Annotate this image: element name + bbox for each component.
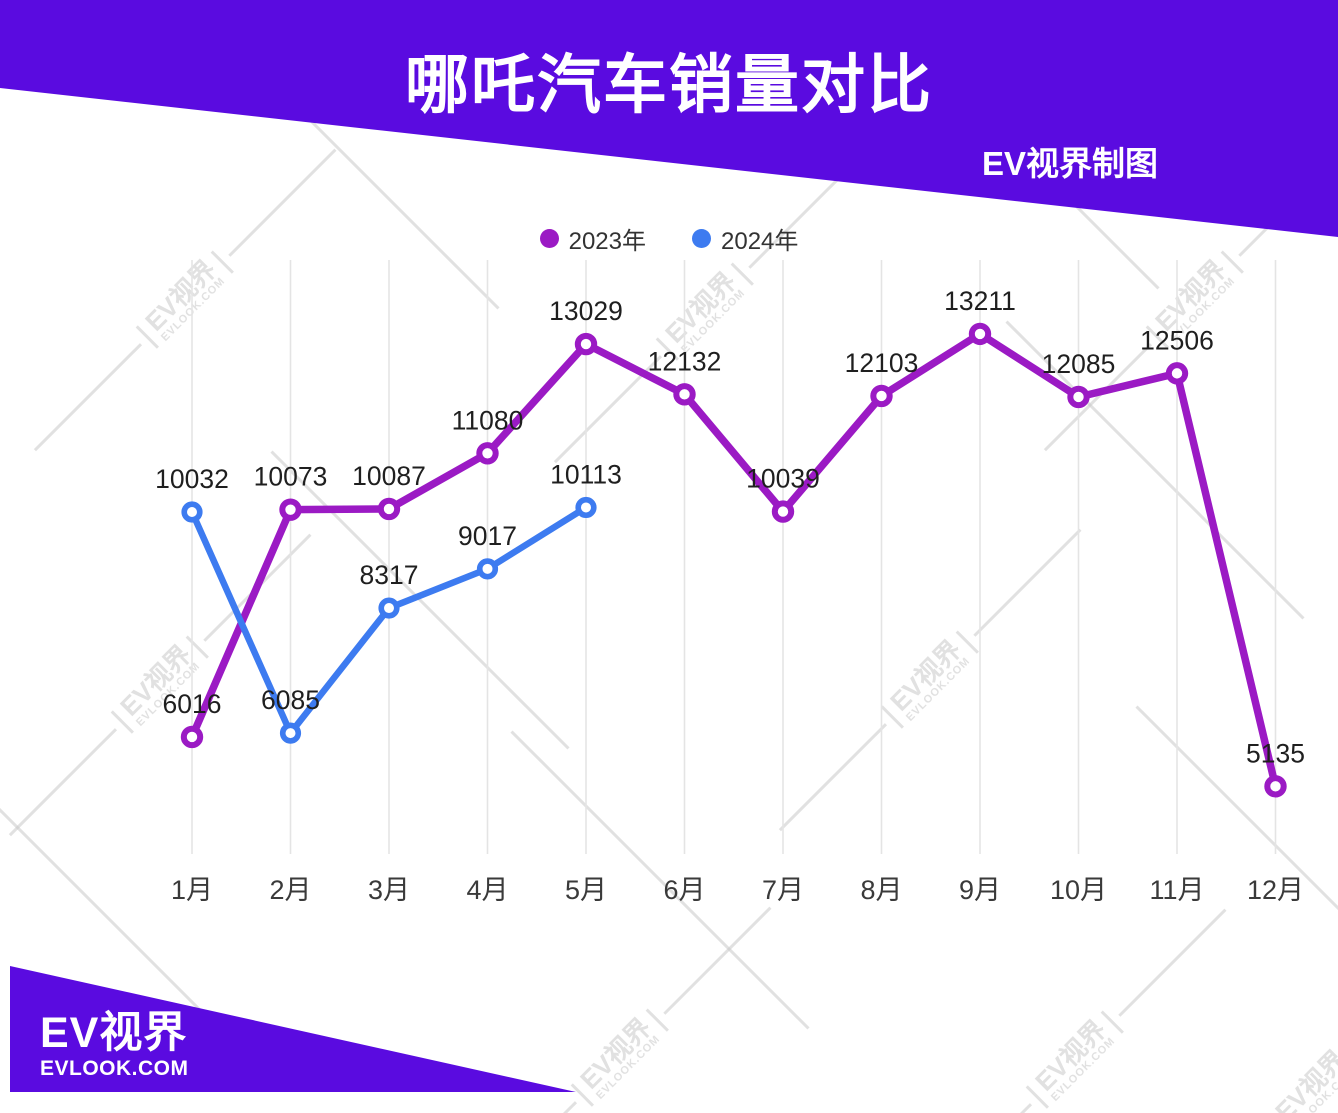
x-axis-label: 11月 — [1149, 875, 1204, 905]
data-label: 6016 — [163, 689, 222, 719]
data-point-2023年 — [771, 500, 795, 523]
data-point-2023年 — [1165, 362, 1189, 385]
data-point-2024年 — [378, 597, 400, 619]
data-label: 10073 — [254, 462, 328, 492]
data-point-2024年 — [279, 722, 302, 744]
data-label: 11080 — [452, 405, 524, 435]
data-label: 10039 — [746, 464, 820, 494]
data-label: 10087 — [352, 461, 426, 491]
legend-dot-icon — [692, 229, 711, 248]
data-point-2023年 — [574, 332, 598, 356]
data-label: 10113 — [550, 459, 622, 489]
data-point-2023年 — [968, 322, 992, 346]
x-axis-label: 12月 — [1247, 875, 1304, 905]
data-point-2023年 — [1067, 385, 1090, 409]
data-label: 13029 — [549, 296, 623, 326]
x-axis-label: 2月 — [269, 875, 311, 905]
data-label: 12103 — [845, 348, 919, 378]
page-title: 哪吒汽车销量对比 — [405, 49, 933, 121]
legend-label: 2024年 — [721, 228, 799, 255]
data-label: 12506 — [1140, 325, 1214, 355]
x-axis-label: 9月 — [959, 875, 1001, 905]
brand-logo-text: EV视界 — [40, 1009, 188, 1057]
data-label: 8317 — [360, 560, 419, 590]
data-point-2024年 — [476, 558, 499, 580]
data-point-2023年 — [1264, 775, 1287, 798]
x-axis-label: 6月 — [663, 875, 705, 905]
data-point-2023年 — [673, 383, 696, 406]
data-label: 6085 — [261, 685, 320, 715]
x-axis-label: 10月 — [1050, 875, 1107, 905]
data-point-2023年 — [377, 497, 401, 521]
data-point-2023年 — [279, 498, 302, 521]
data-label: 12132 — [648, 346, 722, 376]
legend-item-2024年: 2024年 — [692, 221, 798, 256]
data-label: 13211 — [944, 286, 1016, 316]
series-line-2023年 — [188, 330, 1280, 791]
brand-logo: EV视界 EVLOOK.COM — [40, 1009, 189, 1080]
data-point-2024年 — [181, 501, 203, 523]
x-axis-label: 7月 — [762, 875, 804, 905]
data-label: 5135 — [1246, 738, 1305, 768]
legend-item-2023年: 2023年 — [539, 221, 646, 256]
brand-logo-url: EVLOOK.COM — [40, 1057, 189, 1080]
credit-label: EV视界制图 — [982, 145, 1159, 182]
x-axis-label: 3月 — [368, 875, 410, 905]
x-axis-label: 8月 — [860, 875, 902, 905]
legend-label: 2023年 — [568, 228, 646, 255]
x-axis-label: 1月 — [171, 875, 213, 905]
x-axis-label: 5月 — [565, 875, 607, 905]
data-label: 12085 — [1042, 349, 1116, 379]
data-point-2023年 — [180, 725, 204, 749]
data-label: 10032 — [155, 464, 229, 494]
x-axis-label: 4月 — [466, 875, 508, 905]
data-point-2023年 — [476, 442, 499, 465]
data-label: 9017 — [458, 521, 517, 551]
legend-dot-icon — [539, 229, 559, 248]
data-point-2023年 — [870, 384, 893, 408]
data-point-2024年 — [575, 496, 597, 519]
chart-legend: 2023年 2024年 — [0, 221, 1338, 256]
